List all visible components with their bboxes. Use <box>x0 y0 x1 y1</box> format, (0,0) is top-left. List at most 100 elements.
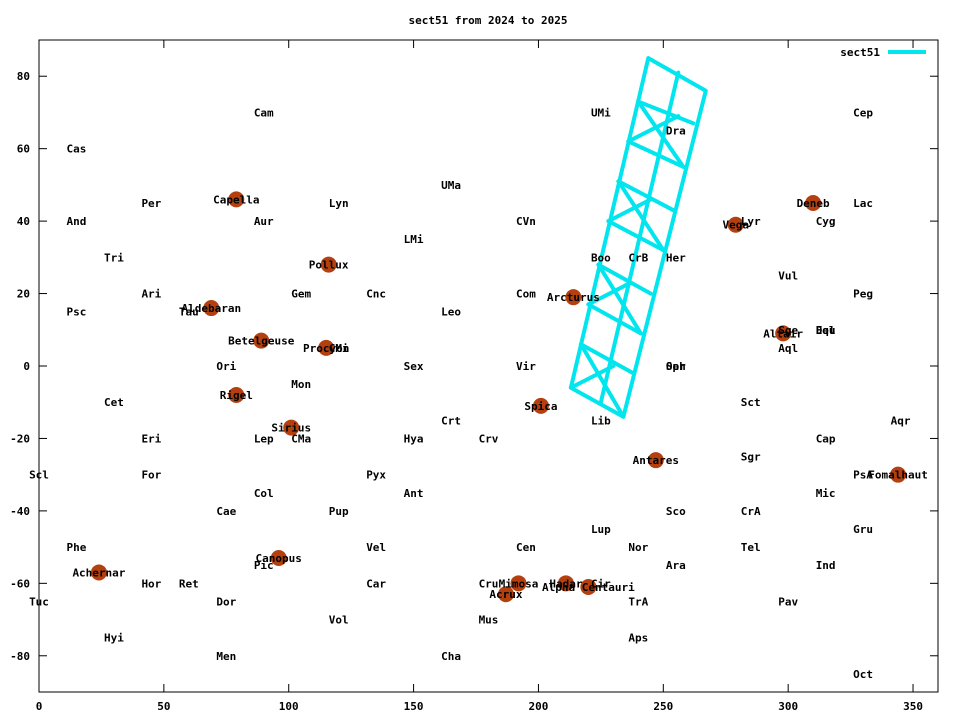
constellation-label: PsA <box>853 469 873 482</box>
star-label: Betelgeuse <box>228 335 295 348</box>
constellation-label: Pic <box>254 559 274 572</box>
constellation-label: Crt <box>441 414 461 427</box>
constellation-label: UMi <box>591 106 611 119</box>
star-label: Hadar <box>549 577 582 590</box>
constellation-label: Cnc <box>366 288 386 301</box>
constellation-label: Sct <box>741 396 761 409</box>
constellation-label: Aqr <box>891 414 911 427</box>
constellation-label: Aql <box>778 342 798 355</box>
label-layer: Cam Cas UMi Dra Cep UMa Per Lyn Lac And Aur CVn Lyr C… <box>29 106 928 680</box>
legend-label-sect51: sect51 <box>840 46 880 59</box>
star-label: Acrux <box>489 588 522 601</box>
constellation-label: Eri <box>141 432 161 445</box>
series-line-sect51 <box>606 219 666 253</box>
star-point <box>497 586 514 603</box>
y-tick-label: -20 <box>10 432 30 445</box>
constellation-label: Sgr <box>741 451 761 464</box>
constellation-label: Cam <box>254 106 274 119</box>
star-point <box>320 256 337 273</box>
series-line-sect51 <box>636 99 686 169</box>
star-point <box>890 466 907 483</box>
constellation-label: Ara <box>666 559 686 572</box>
series-line-sect51 <box>616 179 666 253</box>
constellation-label: Oct <box>853 668 873 681</box>
constellation-label: Tel <box>741 541 761 554</box>
constellation-label: Ser <box>666 360 686 373</box>
constellation-label: Crv <box>479 432 499 445</box>
constellation-label: Gru <box>853 523 873 536</box>
star-label: Canopus <box>256 552 302 565</box>
star-layer <box>90 191 907 603</box>
constellation-label: Cep <box>853 106 873 119</box>
constellation-label: CMi <box>329 342 349 355</box>
constellation-label: Ant <box>404 487 424 500</box>
constellation-label: Aur <box>254 215 274 228</box>
star-label: Mimosa <box>499 577 539 590</box>
star-label: Antares <box>633 454 679 467</box>
star-point <box>565 289 582 306</box>
constellation-label: Men <box>216 650 236 663</box>
constellation-label: Vel <box>366 541 386 554</box>
constellation-label: Hor <box>141 577 161 590</box>
constellation-label: UMa <box>441 179 461 192</box>
constellation-label: Cet <box>104 396 124 409</box>
x-tick-label: 250 <box>653 700 673 713</box>
constellation-label: Cen <box>516 541 536 554</box>
star-label: Alpha Centauri <box>542 581 635 594</box>
constellation-label: Peg <box>853 288 873 301</box>
constellation-label: Cap <box>816 432 836 445</box>
series-layer <box>568 56 708 419</box>
constellation-label: Pyx <box>366 469 386 482</box>
constellation-label: Vir <box>516 360 536 373</box>
constellation-label: Lep <box>254 432 274 445</box>
constellation-label: Del <box>816 324 836 337</box>
star-label: Capella <box>213 193 259 206</box>
constellation-label: Ari <box>141 288 161 301</box>
constellation-label: Aps <box>628 632 648 645</box>
constellation-label: TrA <box>628 595 648 608</box>
y-tick-label: 40 <box>17 215 30 228</box>
constellation-label: Boo <box>591 251 611 264</box>
series-line-sect51 <box>626 114 681 144</box>
y-tick-label: 60 <box>17 143 30 156</box>
constellation-label: Hyi <box>104 632 124 645</box>
constellation-label: Mon <box>291 378 311 391</box>
series-line-sect51 <box>606 197 653 224</box>
y-tick-label: 80 <box>17 70 30 83</box>
constellation-label: Dor <box>216 595 236 608</box>
tick-layer: 0 50 100 150 200 250 300 350 -80 -60 -40 -20 0 20 40 60… <box>10 40 938 713</box>
constellation-label: Lup <box>591 523 611 536</box>
constellation-label: Lyn <box>329 197 349 210</box>
constellation-label: Phe <box>67 541 87 554</box>
star-point <box>775 325 792 342</box>
star-label: Vega <box>722 219 749 232</box>
series-line-sect51 <box>586 280 633 307</box>
x-tick-label: 0 <box>36 700 43 713</box>
constellation-label: Cae <box>216 505 236 518</box>
constellation-label: Cir <box>591 577 611 590</box>
constellation-label: Sge <box>778 324 798 337</box>
constellation-label: Lib <box>591 414 611 427</box>
constellation-label: Dra <box>666 125 686 138</box>
constellation-label: Tri <box>104 251 124 264</box>
constellation-label: Cyg <box>816 215 836 228</box>
constellation-label: CrA <box>741 505 761 518</box>
star-point <box>805 195 822 211</box>
star-point <box>727 216 744 233</box>
star-point <box>647 452 664 469</box>
constellation-label: Tau <box>179 306 199 319</box>
constellation-label: Car <box>366 577 386 590</box>
constellation-label: Mic <box>816 487 836 500</box>
series-line-sect51 <box>586 302 643 336</box>
constellation-label: LMi <box>404 233 424 246</box>
star-label: Rigel <box>220 389 253 402</box>
constellation-label: For <box>141 469 161 482</box>
star-point <box>510 575 527 592</box>
star-point <box>532 397 549 414</box>
star-point <box>253 332 270 349</box>
constellation-label: Oph <box>666 360 686 373</box>
star-point <box>228 386 245 403</box>
constellation-label: Vul <box>778 269 798 282</box>
constellation-label: Ori <box>216 360 236 373</box>
